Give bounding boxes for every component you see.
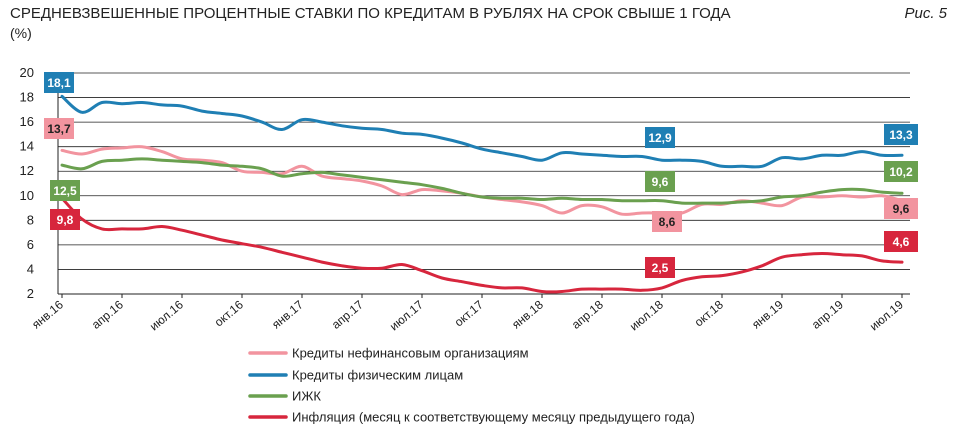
y-tick-label: 4 — [27, 261, 34, 276]
data-label-box — [645, 171, 675, 192]
x-tick-label: янв.18 — [509, 297, 546, 331]
data-label-start: 13,7 — [44, 118, 74, 139]
x-tick-label: июл.17 — [387, 297, 426, 333]
data-label-text: 8,6 — [659, 215, 676, 229]
legend-item: Кредиты физическим лицам — [248, 368, 463, 383]
data-label-box — [884, 161, 918, 182]
data-label-box — [44, 72, 74, 93]
x-axis: янв.16 апр.16 июл.16 окт.16 янв.17 апр.17 июл.… — [29, 294, 906, 333]
x-tick-label: окт.17 — [452, 297, 486, 329]
data-label-text: 12,5 — [53, 184, 77, 198]
y-axis: 2 4 6 8 10 12 14 16 18 20 — [20, 65, 59, 301]
data-label-box — [884, 124, 918, 145]
data-label-text: 9,6 — [893, 202, 910, 216]
data-label-mid: 8,6 — [652, 211, 682, 232]
data-label-box — [652, 211, 682, 232]
data-label-box — [50, 209, 80, 230]
data-label-start: 18,1 — [44, 72, 74, 93]
y-tick-label: 6 — [27, 237, 34, 252]
series-lines — [60, 94, 904, 294]
data-label-mid: 12,9 — [645, 127, 675, 148]
data-label-start: 9,8 — [50, 209, 80, 230]
data-label-text: 9,8 — [57, 213, 74, 227]
x-tick-label: янв.17 — [269, 297, 306, 331]
data-labels: 18,1 13,7 12,5 9,8 12,9 9,6 8,6 2,5 13,3 10,2 9,6 4… — [44, 72, 918, 278]
x-tick-label: июл.18 — [627, 297, 666, 333]
data-label-end: 13,3 — [884, 124, 918, 145]
data-label-box — [884, 231, 918, 252]
figure-number: Рис. 5 — [904, 5, 947, 22]
series-line-2 — [60, 157, 904, 205]
data-label-text: 4,6 — [893, 235, 910, 249]
y-unit-label: (%) — [10, 25, 32, 41]
data-label-text: 10,2 — [889, 165, 913, 179]
chart-title: СРЕДНЕВЗВЕШЕННЫЕ ПРОЦЕНТНЫЕ СТАВКИ ПО КР… — [10, 5, 731, 22]
series-line-0 — [60, 145, 904, 216]
y-tick-label: 8 — [27, 212, 34, 227]
legend-label: ИЖК — [292, 389, 321, 404]
legend-item: ИЖК — [248, 389, 321, 404]
y-tick-label: 2 — [27, 286, 34, 301]
data-label-text: 13,7 — [47, 122, 71, 136]
data-label-start: 12,5 — [50, 180, 80, 201]
y-tick-label: 14 — [20, 139, 34, 154]
data-label-end: 10,2 — [884, 161, 918, 182]
y-tick-label: 16 — [20, 114, 34, 129]
grid — [58, 72, 910, 295]
data-label-text: 9,6 — [652, 175, 669, 189]
x-tick-label: янв.16 — [29, 297, 66, 331]
legend-label: Инфляция (месяц к соответствующему месяц… — [292, 410, 695, 425]
series-line-1 — [60, 94, 904, 169]
data-label-end: 9,6 — [884, 198, 918, 219]
x-tick-label: апр.17 — [329, 297, 366, 331]
data-label-mid: 9,6 — [645, 171, 675, 192]
series-line-3 — [60, 196, 904, 294]
legend: Кредиты нефинансовым организациям Кредиты… — [248, 346, 695, 425]
data-label-text: 13,3 — [889, 128, 913, 142]
data-label-box — [44, 118, 74, 139]
data-label-box — [645, 127, 675, 148]
data-label-end: 4,6 — [884, 231, 918, 252]
x-tick-label: июл.19 — [867, 297, 906, 333]
x-tick-label: апр.18 — [569, 297, 606, 331]
legend-label: Кредиты физическим лицам — [292, 368, 463, 383]
legend-label: Кредиты нефинансовым организациям — [292, 346, 529, 361]
x-tick-label: апр.19 — [809, 297, 846, 331]
x-tick-label: янв.19 — [749, 297, 786, 331]
y-tick-label: 20 — [20, 65, 34, 80]
data-label-text: 18,1 — [47, 76, 71, 90]
x-tick-label: окт.16 — [212, 297, 246, 329]
data-label-box — [645, 257, 675, 278]
data-label-box — [50, 180, 80, 201]
x-tick-label: июл.16 — [147, 297, 186, 333]
data-label-box — [884, 198, 918, 219]
legend-item: Кредиты нефинансовым организациям — [248, 346, 529, 361]
y-tick-label: 12 — [20, 163, 34, 178]
x-tick-label: апр.16 — [89, 297, 126, 331]
x-tick-label: окт.18 — [692, 297, 726, 329]
data-label-mid: 2,5 — [645, 257, 675, 278]
y-tick-label: 18 — [20, 90, 34, 105]
y-tick-label: 10 — [20, 188, 34, 203]
data-label-text: 2,5 — [652, 261, 669, 275]
data-label-text: 12,9 — [648, 131, 672, 145]
legend-item: Инфляция (месяц к соответствующему месяц… — [248, 410, 695, 425]
